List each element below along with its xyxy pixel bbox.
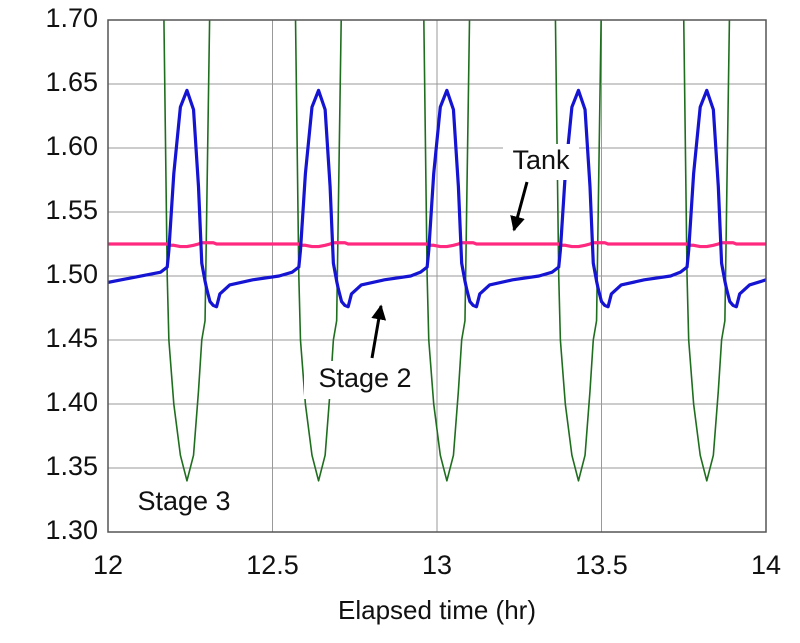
series-line bbox=[108, 88, 766, 309]
y-tick-label: 1.70 bbox=[45, 3, 98, 33]
x-tick-label: 12 bbox=[93, 550, 123, 580]
series-line bbox=[108, 241, 766, 249]
series-line bbox=[163, 20, 731, 482]
y-tick-label: 1.35 bbox=[45, 451, 98, 481]
arrow bbox=[510, 181, 529, 232]
y-tick-label: 1.65 bbox=[45, 67, 98, 97]
y-tick-label: 1.45 bbox=[45, 323, 98, 353]
y-tick-label: 1.30 bbox=[45, 515, 98, 545]
annotation-box bbox=[503, 144, 579, 180]
annotation: Stage 2 bbox=[318, 363, 411, 393]
plot-lines bbox=[108, 20, 766, 482]
x-tick-label: 13 bbox=[422, 550, 452, 580]
y-tick-label: 1.50 bbox=[45, 259, 98, 289]
annotation-stage3: Stage 3 bbox=[118, 484, 250, 522]
x-tick-label: 14 bbox=[751, 550, 781, 580]
annotation-box bbox=[304, 361, 426, 399]
x-tick-label: 12.5 bbox=[246, 550, 299, 580]
arrow bbox=[370, 304, 387, 359]
y-tick-label: 1.60 bbox=[45, 131, 98, 161]
annotation-stage2: Stage 2 bbox=[304, 304, 426, 399]
annotation: Stage 3 bbox=[137, 486, 230, 516]
y-tick-label: 1.55 bbox=[45, 195, 98, 225]
y-tick-label: 1.40 bbox=[45, 387, 98, 417]
annotation: Tank bbox=[512, 145, 570, 175]
x-tick-label: 13.5 bbox=[575, 550, 628, 580]
annotation-tank: Tank bbox=[503, 144, 579, 232]
plot-frame bbox=[107, 19, 767, 533]
annotation-box bbox=[118, 484, 250, 522]
x-axis-label: Elapsed time (hr) bbox=[338, 595, 536, 625]
